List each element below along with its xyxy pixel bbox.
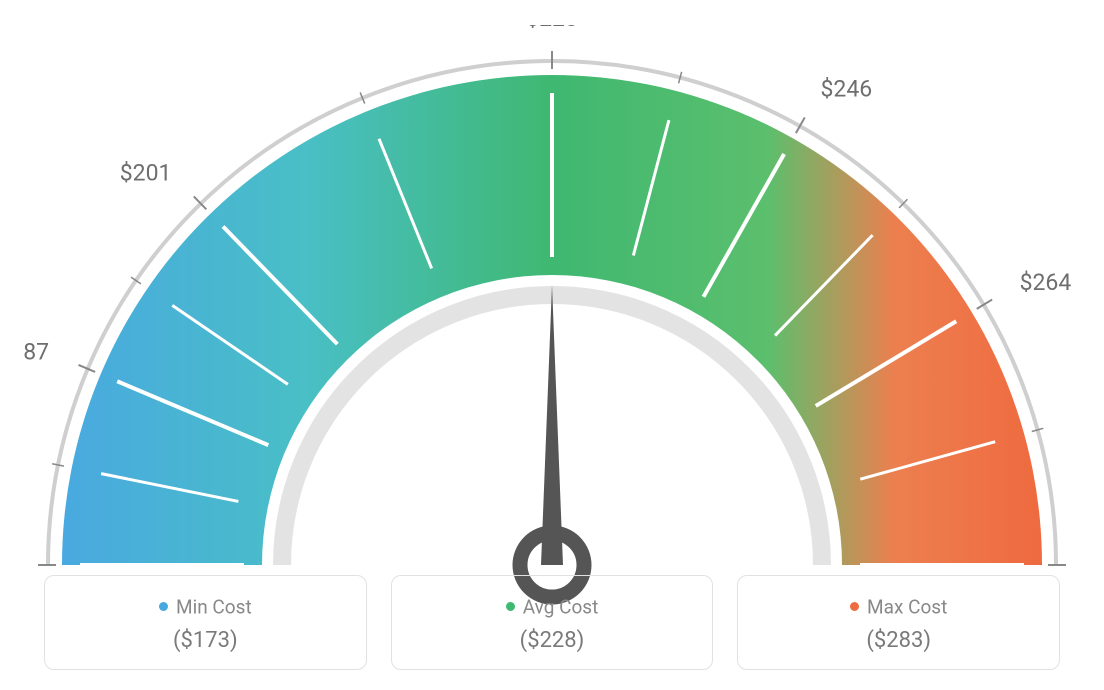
- avg-cost-title: Avg Cost: [392, 594, 713, 618]
- dot-icon: [159, 602, 168, 611]
- gauge-tick-label: $228: [526, 25, 578, 32]
- max-cost-title: Max Cost: [738, 594, 1059, 618]
- dot-icon: [850, 602, 859, 611]
- gauge-tick-label: $264: [1020, 269, 1072, 296]
- summary-cards: Min Cost ($173) Avg Cost ($228) Max Cost…: [44, 575, 1060, 670]
- min-cost-value: ($173): [45, 628, 366, 653]
- avg-cost-label: Avg Cost: [523, 595, 599, 618]
- avg-cost-value: ($228): [392, 628, 713, 653]
- max-cost-value: ($283): [738, 628, 1059, 653]
- avg-cost-card: Avg Cost ($228): [391, 575, 714, 670]
- max-cost-label: Max Cost: [867, 595, 947, 618]
- min-cost-label: Min Cost: [176, 595, 252, 618]
- gauge-tick-label: $201: [120, 159, 172, 186]
- min-cost-title: Min Cost: [45, 594, 366, 618]
- cost-gauge: $173$187$201$228$246$264$283: [22, 25, 1082, 585]
- min-cost-card: Min Cost ($173): [44, 575, 367, 670]
- dot-icon: [506, 602, 515, 611]
- gauge-tick-label: $246: [820, 76, 872, 103]
- gauge-tick-label: $187: [22, 338, 49, 365]
- max-cost-card: Max Cost ($283): [737, 575, 1060, 670]
- gauge-needle: [541, 285, 563, 565]
